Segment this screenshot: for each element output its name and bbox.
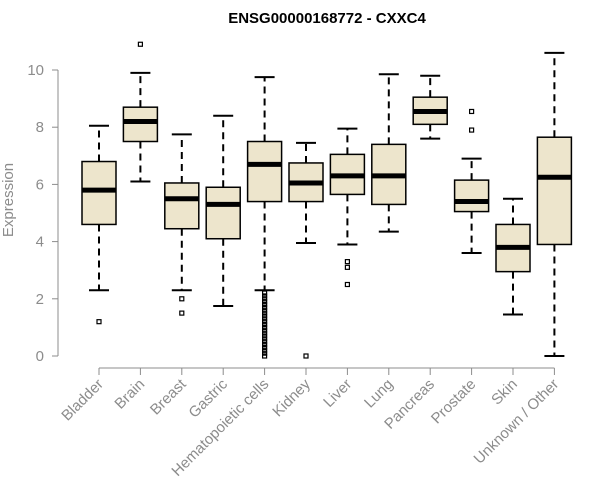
outlier-point xyxy=(262,324,268,330)
box-iqr xyxy=(81,160,117,226)
outlier-point xyxy=(344,259,350,265)
outlier-point xyxy=(469,127,475,133)
box-iqr xyxy=(246,140,283,203)
x-tick-label: Kidney xyxy=(269,375,314,420)
box-breast xyxy=(164,133,200,316)
outlier-point xyxy=(137,41,143,47)
box-gastric xyxy=(205,114,241,307)
outlier-point xyxy=(96,319,102,325)
outlier-point xyxy=(179,296,185,302)
outlier-point xyxy=(262,350,268,356)
outlier-point xyxy=(262,290,268,296)
y-axis: 0 2 4 6 8 10 xyxy=(27,62,59,365)
outlier-point xyxy=(262,339,268,345)
outlier-point xyxy=(179,310,185,316)
box-unknown-other xyxy=(536,51,573,357)
outlier-point xyxy=(262,347,268,353)
outlier-point xyxy=(262,336,268,342)
y-axis-label: Expression xyxy=(0,163,17,237)
box-lung xyxy=(371,73,407,233)
box-iqr xyxy=(453,179,490,213)
outlier-point xyxy=(262,296,268,302)
outlier-point xyxy=(303,353,309,359)
box-iqr xyxy=(205,186,241,240)
box-pancreas xyxy=(412,74,448,140)
boxes-group xyxy=(81,41,573,359)
box-iqr xyxy=(164,182,200,230)
outlier-point xyxy=(262,333,268,339)
outlier-point xyxy=(262,321,268,328)
outlier-point xyxy=(262,330,268,336)
x-tick-label: Lung xyxy=(361,376,397,412)
outlier-point xyxy=(262,316,268,322)
box-bladder xyxy=(81,124,117,325)
outlier-point xyxy=(344,264,350,270)
box-brain xyxy=(122,41,159,183)
outlier-point xyxy=(262,353,268,359)
outlier-point xyxy=(262,341,268,348)
x-tick-label: Liver xyxy=(320,376,355,411)
y-tick-label: 6 xyxy=(36,176,44,193)
outlier-point xyxy=(469,108,475,115)
outlier-point xyxy=(262,304,268,310)
box-prostate xyxy=(453,108,490,255)
outlier-point xyxy=(262,293,268,299)
outlier-point xyxy=(262,344,268,351)
outlier-point xyxy=(262,301,268,308)
x-tick-label: Prostate xyxy=(428,376,480,428)
outlier-point xyxy=(262,313,268,319)
box-kidney xyxy=(288,141,324,359)
outlier-point xyxy=(344,281,350,288)
box-liver xyxy=(329,127,366,288)
box-iqr xyxy=(536,136,573,246)
x-tick-label: Skin xyxy=(488,376,521,409)
x-tick-label: Breast xyxy=(147,375,190,418)
outlier-point xyxy=(262,310,268,316)
box-iqr xyxy=(122,106,159,143)
y-tick-label: 10 xyxy=(27,62,44,79)
box-hematopoietic-cells xyxy=(246,76,283,359)
box-skin xyxy=(495,197,531,316)
outlier-point xyxy=(262,299,268,305)
y-tick-label: 8 xyxy=(36,119,44,136)
y-tick-label: 4 xyxy=(36,234,44,251)
outlier-point xyxy=(262,319,268,325)
x-tick-label: Bladder xyxy=(58,376,107,425)
x-tick-label: Brain xyxy=(111,376,148,413)
outlier-point xyxy=(262,327,268,333)
outlier-point xyxy=(262,307,268,313)
y-tick-label: 2 xyxy=(36,291,44,308)
y-tick-label: 0 xyxy=(36,348,44,365)
chart-title: ENSG00000168772 - CXXC4 xyxy=(228,10,426,27)
